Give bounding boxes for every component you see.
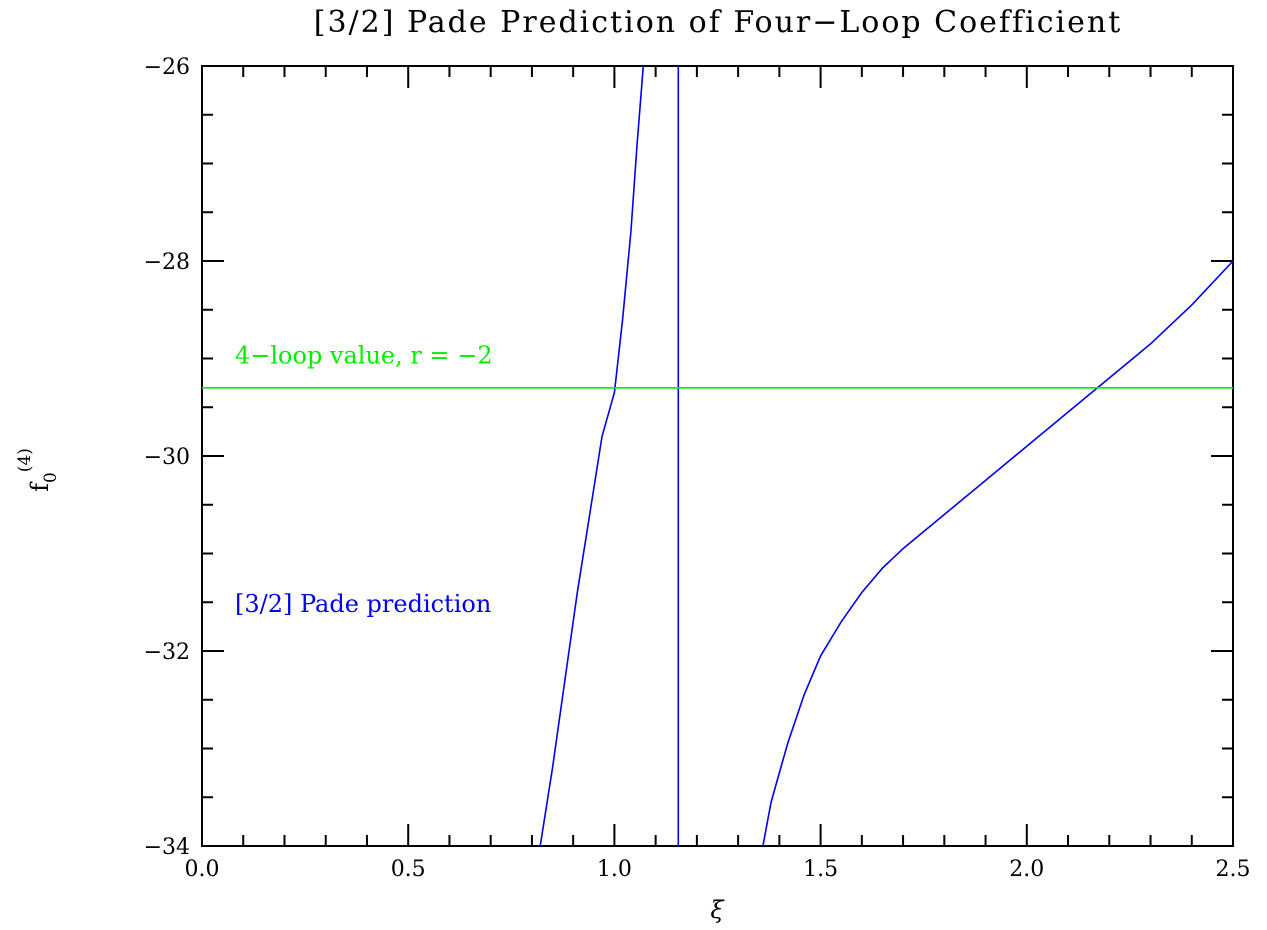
annotation-1: [3/2] Pade prediction (235, 590, 491, 618)
x-tick-label: 1.5 (803, 857, 838, 882)
y-tick-label: −34 (144, 835, 190, 860)
y-tick-label: −28 (144, 250, 190, 275)
y-tick-label: −32 (144, 640, 190, 665)
x-tick-label: 2.0 (1009, 857, 1044, 882)
y-tick-label: −30 (144, 445, 190, 470)
y-tick-labels: −34 −32 −30 −28 −26 (144, 55, 190, 860)
y-axis-label-base: f (26, 481, 54, 492)
plot-frame (201, 65, 1234, 847)
x-axis-label: ξ (710, 896, 725, 924)
y-axis-label-sub: 0 (41, 472, 61, 483)
x-tick-labels: 0.0 0.5 1.0 1.5 2.0 2.5 (185, 857, 1251, 882)
y-axis-label-sup: (4) (15, 448, 35, 472)
x-tick-label: 0.0 (185, 857, 220, 882)
x-tick-label: 2.5 (1216, 857, 1251, 882)
y-tick-label: −26 (144, 55, 190, 80)
series-layer (202, 65, 1234, 847)
x-tick-label: 0.5 (391, 857, 426, 882)
annotation-layer: 4−loop value, r = −2 [3/2] Pade predictio… (235, 341, 493, 618)
series-0-segment-0 (539, 65, 645, 847)
y-axis-label: f0 (4) (15, 448, 61, 492)
annotation-0: 4−loop value, r = −2 (235, 341, 493, 369)
svg-text:f0(4): f0 (4) (15, 448, 61, 492)
axis-ticks (201, 65, 1234, 847)
chart-title: [3/2] Pade Prediction of Four−Loop Coeff… (314, 5, 1123, 40)
x-tick-label: 1.0 (597, 857, 632, 882)
series-0-segment-2 (762, 260, 1234, 847)
